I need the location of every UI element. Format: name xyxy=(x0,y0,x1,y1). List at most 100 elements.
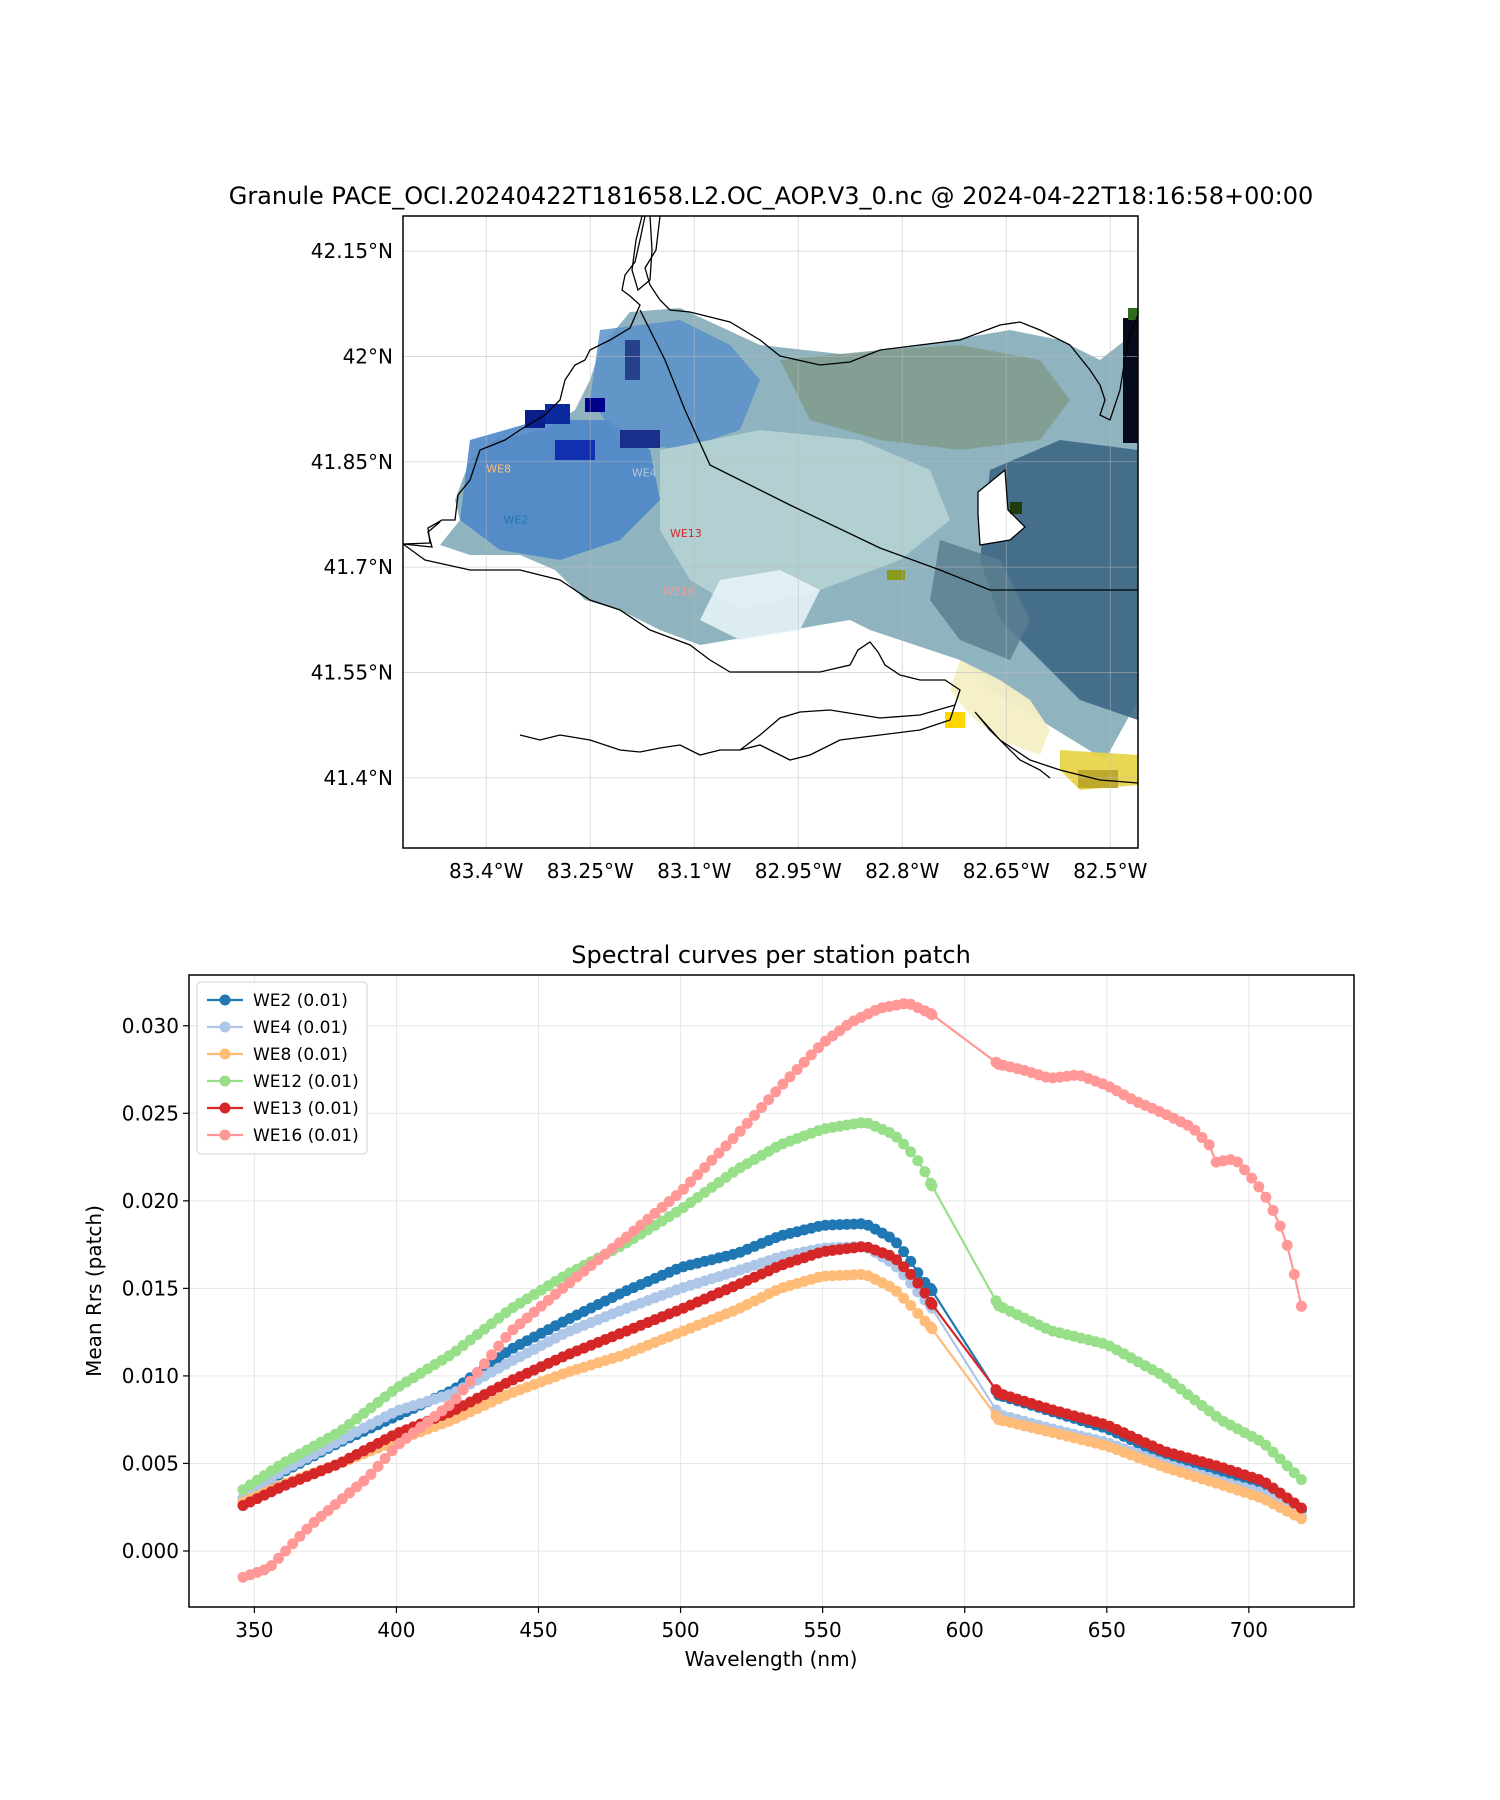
plot-x-tick-label: 700 xyxy=(1230,1618,1268,1642)
series-point xyxy=(457,1384,469,1396)
east-green-pixel xyxy=(1128,308,1138,320)
legend-label: WE13 (0.01) xyxy=(253,1099,359,1119)
series-point xyxy=(1232,1156,1243,1168)
series-point xyxy=(770,1086,782,1098)
island-pixel xyxy=(1010,502,1022,514)
plot-series xyxy=(237,998,1307,1583)
series-point xyxy=(1288,1268,1300,1280)
x-axis-label: Wavelength (nm) xyxy=(685,1647,858,1671)
map-x-tick-label: 83.1°W xyxy=(657,859,732,883)
series-point xyxy=(905,1300,917,1311)
map-gridlines xyxy=(403,216,1138,848)
series-point xyxy=(699,1162,711,1173)
series-point xyxy=(763,1094,775,1106)
series-point xyxy=(464,1375,476,1387)
plot-y-tick-label: 0.000 xyxy=(122,1539,179,1563)
map-y-tick-label: 41.55°N xyxy=(311,660,393,684)
legend-swatch-marker xyxy=(219,994,231,1006)
legend-label: WE2 (0.01) xyxy=(253,991,348,1011)
map-x-tick-label: 82.65°W xyxy=(963,859,1050,883)
legend-swatch-marker xyxy=(219,1102,231,1114)
legend-label: WE16 (0.01) xyxy=(253,1126,359,1146)
border-line xyxy=(639,309,1138,591)
navy-pixel xyxy=(625,340,640,380)
series-point xyxy=(1274,1220,1286,1232)
legend-label: WE12 (0.01) xyxy=(253,1072,359,1092)
island-fill xyxy=(978,470,1025,545)
plot-y-tick-label: 0.015 xyxy=(122,1276,179,1300)
legend-item-we4: WE4 (0.01) xyxy=(207,1018,348,1038)
plot-frame xyxy=(188,974,1355,1608)
plot-y-tick-label: 0.025 xyxy=(122,1101,179,1125)
map-y-tick-label: 42.15°N xyxy=(311,239,393,263)
series-point xyxy=(287,1538,299,1550)
map-raster xyxy=(440,308,1138,790)
series-point xyxy=(1203,1139,1215,1151)
series-point xyxy=(905,1146,917,1158)
series-point xyxy=(1260,1191,1272,1203)
series-point xyxy=(919,1287,931,1299)
series-point xyxy=(479,1358,490,1370)
navy-pixel xyxy=(545,404,570,424)
series-point xyxy=(727,1133,739,1145)
patch-yellow-pixel xyxy=(945,712,965,728)
legend-item-we8: WE8 (0.01) xyxy=(207,1045,348,1065)
series-point xyxy=(891,1237,902,1249)
series-point xyxy=(677,1183,689,1195)
legend-label: WE4 (0.01) xyxy=(253,1018,348,1038)
map-coastlines xyxy=(403,216,1138,784)
map-y-tick-label: 41.4°N xyxy=(324,766,394,790)
series-point xyxy=(898,1261,910,1273)
patch-north-olive xyxy=(780,345,1070,450)
series-point xyxy=(798,1056,810,1068)
coastline-south xyxy=(403,543,1138,784)
series-point xyxy=(749,1109,760,1121)
series-point xyxy=(905,1268,917,1280)
series-point xyxy=(443,1400,455,1411)
series-point xyxy=(1281,1460,1293,1472)
legend-swatch-marker xyxy=(219,1075,231,1087)
series-point xyxy=(265,1560,277,1572)
series-point xyxy=(898,1246,910,1258)
series-point xyxy=(720,1140,732,1152)
plot-y-tick-label: 0.020 xyxy=(122,1189,179,1213)
legend-item-we2: WE2 (0.01) xyxy=(207,991,348,1011)
coastline-lake-st-clair xyxy=(631,216,653,292)
series-point xyxy=(926,1009,938,1021)
navy-pixel xyxy=(555,440,595,460)
series-point xyxy=(1267,1446,1279,1458)
plot-x-tick-label: 400 xyxy=(377,1618,415,1642)
series-point xyxy=(777,1078,789,1090)
station-label-we8: WE8 xyxy=(486,462,511,475)
series-point xyxy=(1260,1439,1272,1451)
series-point xyxy=(692,1169,704,1181)
series-point xyxy=(741,1117,753,1129)
plot-x-tick-label: 500 xyxy=(661,1618,699,1642)
series-line xyxy=(242,1273,1302,1520)
series-point xyxy=(784,1071,796,1083)
series-line xyxy=(242,1245,1303,1509)
series-point xyxy=(912,1155,924,1167)
east-dark-pixels xyxy=(1123,318,1138,443)
series-point xyxy=(358,1475,370,1487)
series-point xyxy=(1288,1467,1300,1479)
series-point xyxy=(706,1154,718,1166)
series-point xyxy=(685,1176,696,1188)
map-y-tick-label: 41.85°N xyxy=(311,450,393,474)
plot-x-tick-label: 350 xyxy=(235,1618,273,1642)
map-y-ticks: 42.15°N 42°N 41.85°N 41.7°N 41.55°N 41.4°N xyxy=(311,239,393,790)
series-point xyxy=(805,1049,817,1061)
series-point xyxy=(1253,1181,1265,1193)
series-we16 xyxy=(237,998,1307,1583)
series-point xyxy=(450,1393,462,1405)
series-point xyxy=(379,1453,391,1464)
series-point xyxy=(1246,1172,1258,1184)
series-point xyxy=(919,1166,931,1178)
map-x-tick-label: 82.5°W xyxy=(1073,859,1148,883)
legend: WE2 (0.01) WE4 (0.01) WE8 (0.01) WE12 (0.01… xyxy=(196,981,368,1155)
series-point xyxy=(1267,1205,1279,1216)
legend-item-we16: WE16 (0.01) xyxy=(207,1126,359,1146)
legend-item-we13: WE13 (0.01) xyxy=(207,1099,359,1119)
series-point xyxy=(1281,1239,1293,1251)
map-title: Granule PACE_OCI.20240422T181658.L2.OC_A… xyxy=(229,182,1314,210)
